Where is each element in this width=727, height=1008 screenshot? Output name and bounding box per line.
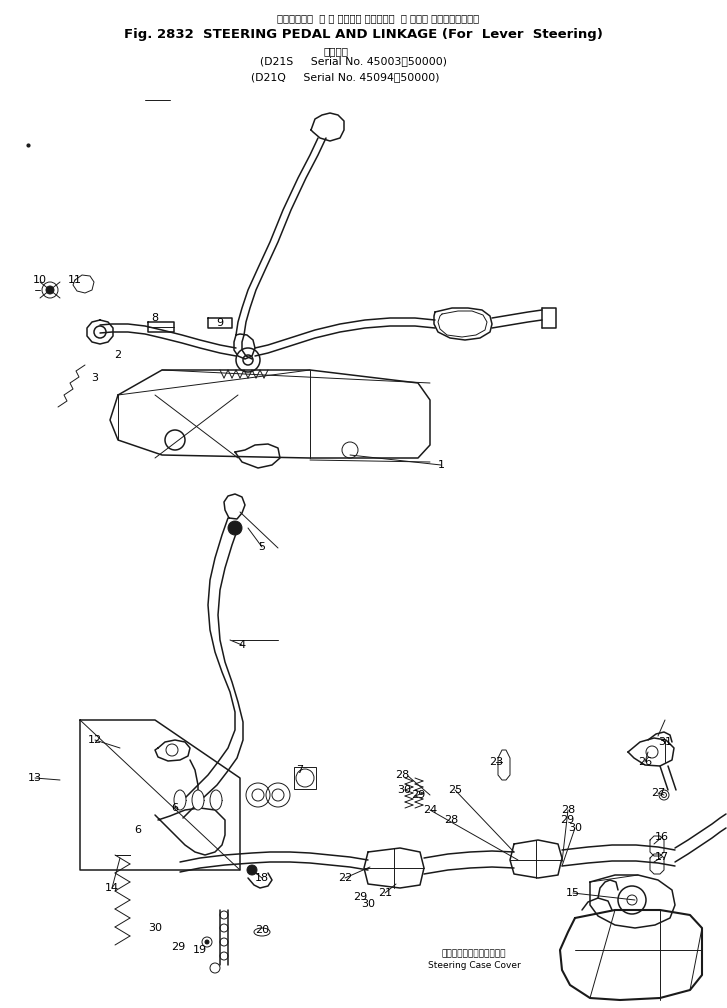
- Text: 26: 26: [638, 757, 652, 767]
- Text: 29: 29: [411, 790, 425, 800]
- Text: 23: 23: [489, 757, 503, 767]
- Text: 29: 29: [353, 892, 367, 902]
- Text: 9: 9: [217, 318, 224, 328]
- Text: 4: 4: [238, 640, 246, 650]
- Text: 30: 30: [361, 899, 375, 909]
- Text: 25: 25: [448, 785, 462, 795]
- Text: 30: 30: [568, 823, 582, 833]
- Text: 28: 28: [561, 805, 575, 815]
- Text: 29: 29: [560, 815, 574, 825]
- FancyBboxPatch shape: [294, 767, 316, 789]
- Text: 20: 20: [255, 925, 269, 935]
- Ellipse shape: [254, 928, 270, 936]
- Text: 7: 7: [297, 765, 304, 775]
- Text: 6: 6: [134, 825, 142, 835]
- Text: 30: 30: [148, 923, 162, 933]
- Text: 6: 6: [172, 803, 179, 813]
- Text: 11: 11: [68, 275, 82, 285]
- Text: 21: 21: [378, 888, 392, 898]
- Circle shape: [205, 940, 209, 944]
- Ellipse shape: [174, 790, 186, 810]
- Text: 適用号機: 適用号機: [324, 46, 348, 56]
- Text: 30: 30: [397, 785, 411, 795]
- Text: Fig. 2832  STEERING PEDAL AND LINKAGE (For  Lever  Steering): Fig. 2832 STEERING PEDAL AND LINKAGE (Fo…: [124, 28, 603, 41]
- Text: 14: 14: [105, 883, 119, 893]
- Circle shape: [247, 865, 257, 875]
- Text: 27: 27: [651, 788, 665, 798]
- Text: (D21Q     Serial No. 45094～50000): (D21Q Serial No. 45094～50000): [251, 72, 439, 82]
- Text: 24: 24: [423, 805, 437, 815]
- Text: 3: 3: [92, 373, 98, 383]
- Text: 16: 16: [655, 832, 669, 842]
- Text: 17: 17: [655, 852, 669, 862]
- Text: ステアリングケースカバー: ステアリングケースカバー: [442, 950, 506, 959]
- Text: 18: 18: [255, 873, 269, 883]
- Text: ステアリング  ペ ダ ルおよび リンケージ  （ レバー ステアリング用）: ステアリング ペ ダ ルおよび リンケージ （ レバー ステアリング用）: [277, 13, 479, 23]
- Text: 1: 1: [438, 460, 444, 470]
- Text: Steering Case Cover: Steering Case Cover: [427, 962, 521, 971]
- Text: 28: 28: [444, 815, 458, 825]
- Ellipse shape: [192, 790, 204, 810]
- Circle shape: [46, 286, 54, 294]
- Text: 13: 13: [28, 773, 42, 783]
- Text: 15: 15: [566, 888, 580, 898]
- Text: 5: 5: [259, 542, 265, 552]
- Text: 22: 22: [338, 873, 352, 883]
- Text: 10: 10: [33, 275, 47, 285]
- Circle shape: [228, 521, 242, 535]
- Text: 29: 29: [171, 942, 185, 952]
- Text: 12: 12: [88, 735, 102, 745]
- Text: 2: 2: [114, 350, 121, 360]
- Text: 8: 8: [151, 313, 158, 323]
- Ellipse shape: [210, 790, 222, 810]
- Text: (D21S     Serial No. 45003～50000): (D21S Serial No. 45003～50000): [260, 56, 447, 66]
- Text: 31: 31: [658, 737, 672, 747]
- Text: 28: 28: [395, 770, 409, 780]
- Text: 19: 19: [193, 946, 207, 955]
